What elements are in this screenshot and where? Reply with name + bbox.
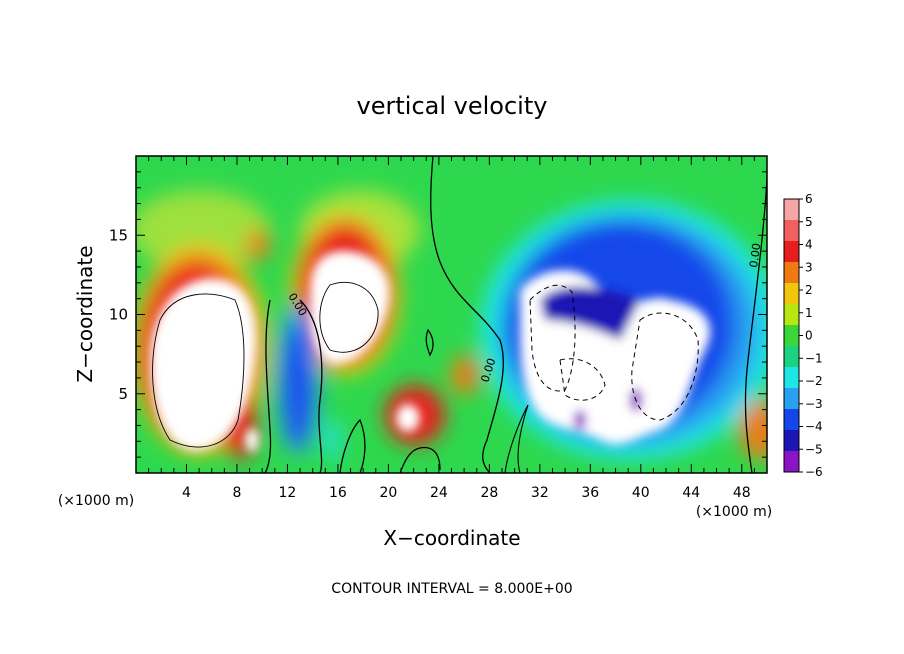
colorbar-swatch xyxy=(784,262,799,284)
y-axis-ticks: 5 10 15 xyxy=(109,171,767,458)
colorbar-swatch xyxy=(784,325,799,347)
contour-lines xyxy=(152,156,767,473)
x-tick-label: 24 xyxy=(430,485,448,501)
contour-label: 0.00 xyxy=(747,242,763,268)
x-axis-unit-left: (×1000 m) xyxy=(58,493,134,509)
colorbar-swatch xyxy=(784,283,799,305)
colorbar-label: −5 xyxy=(805,442,823,456)
x-tick-label: 32 xyxy=(531,485,549,501)
colorbar-label: 3 xyxy=(805,260,813,274)
x-tick-label: 16 xyxy=(329,485,347,501)
colorbar-swatch xyxy=(784,451,799,473)
x-tick-label: 8 xyxy=(232,485,241,501)
x-tick-label: 40 xyxy=(632,485,650,501)
colorbar-label: 1 xyxy=(805,306,813,320)
colorbar-swatch xyxy=(784,409,799,431)
colorbar-label: 4 xyxy=(805,238,813,252)
y-axis-label: Z−coordinate xyxy=(73,245,97,382)
velocity-cores xyxy=(150,250,711,452)
x-tick-label: 4 xyxy=(182,485,191,501)
colorbar-swatch xyxy=(784,199,799,221)
x-axis-label: X−coordinate xyxy=(383,526,520,550)
colorbar-swatch xyxy=(784,304,799,326)
x-tick-label: 28 xyxy=(480,485,498,501)
y-tick-label: 5 xyxy=(118,385,128,403)
colorbar-label: 6 xyxy=(805,192,813,206)
colorbar-label: −3 xyxy=(805,397,823,411)
x-tick-label: 48 xyxy=(733,485,751,501)
x-tick-label: 12 xyxy=(279,485,297,501)
colorbar-label: −1 xyxy=(805,351,823,365)
colorbar-swatch xyxy=(784,367,799,389)
colorbar-swatch xyxy=(784,388,799,410)
colorbar-swatch xyxy=(784,220,799,242)
x-axis-unit-right: (×1000 m) xyxy=(696,504,772,520)
x-tick-label: 20 xyxy=(379,485,397,501)
colorbar-label: −2 xyxy=(805,374,823,388)
colorbar: 6 5 4 3 2 1 0 −1 −2 −3 −4 −5 −6 xyxy=(783,192,823,479)
x-tick-label: 36 xyxy=(581,485,599,501)
negative-contour-lines xyxy=(529,284,699,421)
x-axis-ticks: 4 8 12 16 20 24 28 32 36 40 44 48 xyxy=(148,156,755,501)
colorbar-label: 0 xyxy=(805,329,813,343)
colorbar-label: −6 xyxy=(805,465,823,479)
colorbar-swatch xyxy=(784,430,799,452)
colorbar-label: 2 xyxy=(805,283,813,297)
colorbar-swatch xyxy=(784,346,799,368)
y-tick-label: 15 xyxy=(109,226,128,244)
colorbar-swatch xyxy=(784,241,799,263)
chart-title: vertical velocity xyxy=(357,92,548,120)
y-tick-label: 10 xyxy=(109,306,128,324)
colorbar-label: −4 xyxy=(805,420,823,434)
contour-interval-footer: CONTOUR INTERVAL = 8.000E+00 xyxy=(331,581,572,597)
x-tick-label: 44 xyxy=(682,485,700,501)
colorbar-label: 5 xyxy=(805,215,813,229)
